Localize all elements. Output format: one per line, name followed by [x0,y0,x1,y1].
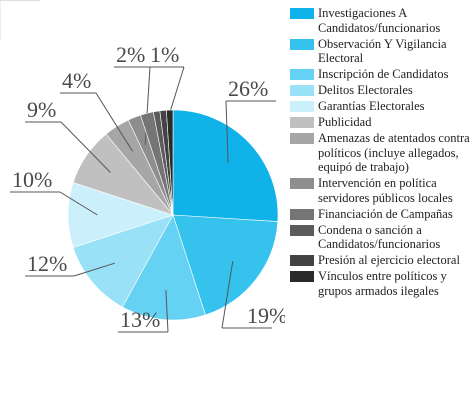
data-label: 1% [150,42,179,67]
legend-label: Condena o sanción a Candidatos/funcionar… [318,222,441,252]
legend-label: Presión al ejercicio electoral [318,253,460,268]
data-label: 19% [247,303,285,328]
legend-swatch [290,224,314,236]
legend-item: Financiación de Campañas [290,207,470,222]
data-label: 4% [62,68,91,93]
leader-line [73,262,115,277]
legend-item: Condena o sanción a Candidatos/funcionar… [290,223,470,252]
legend-item: Vínculos entre políticos y grupos armado… [290,269,470,298]
legend-swatch [290,178,314,190]
pie-slice [72,214,174,308]
legend-swatch [290,85,314,97]
legend-label: Investigaciones A Candidatos/funcionario… [318,6,441,35]
pie-slice [172,214,279,316]
legend-swatch [290,255,314,267]
data-label: 26% [228,76,268,101]
pie-slice [166,109,174,216]
legend-swatch [290,101,314,113]
legend-swatch [290,133,314,145]
leader-line [59,191,98,216]
leader-line [225,100,229,164]
chart: 26% 19% 13% 12% 10% 9%4% 2% 1% [0,0,285,333]
legend-item: Inscripción de Candidatos [290,67,470,82]
legend-swatch [290,69,314,81]
legend-item: Publicidad [290,115,470,130]
data-label: 13% [120,307,160,332]
legend-swatch [290,8,314,19]
data-label: 9% [27,97,56,122]
legend-item: Presión al ejercicio electoral [290,253,470,268]
data-label: 2% [116,42,145,67]
legend-swatch [290,38,314,50]
legend-swatch [290,208,314,220]
legend-label: Intervención en política servidores públ… [318,176,453,205]
leader-line [95,92,133,152]
pie-slice [122,214,206,321]
legend-label: Financiación de Campañas [318,206,453,221]
legend-label: Garantías Electorales [318,99,425,114]
pie-slice [172,109,279,222]
data-label: 10% [12,167,52,192]
legend-item: Amenazas de atentados contra políticos (… [290,131,470,175]
legend-label: Inscripción de Candidatos [318,67,449,82]
legend: Investigaciones A Candidatos/funcionario… [290,6,470,300]
legend-label: Observación Y Vigilancia Electoral [318,36,447,66]
legend-label: Delitos Electorales [318,83,413,98]
legend-label: Amenazas de atentados contra políticos (… [318,131,470,175]
legend-swatch [290,117,314,129]
legend-label: Vínculos entre políticos y grupos armado… [318,269,447,298]
data-label: 12% [27,251,67,276]
legend-item: Observación Y Vigilancia Electoral [290,37,470,66]
leader-line [221,261,234,329]
legend-item: Investigaciones A Candidatos/funcionario… [290,6,470,35]
legend-item: Delitos Electorales [290,83,470,98]
leader-line [60,121,111,173]
legend-item: Intervención en política servidores públ… [290,176,470,205]
leader-line [165,290,169,333]
legend-swatch [290,271,314,283]
legend-label: Publicidad [318,115,372,130]
legend-item: Garantías Electorales [290,99,470,114]
